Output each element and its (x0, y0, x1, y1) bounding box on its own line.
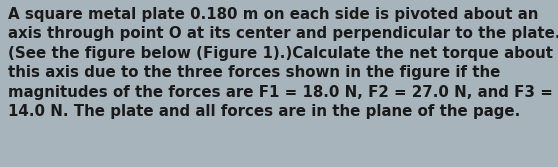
Text: A square metal plate 0.180 m on each side is pivoted about an
axis through point: A square metal plate 0.180 m on each sid… (8, 7, 558, 119)
